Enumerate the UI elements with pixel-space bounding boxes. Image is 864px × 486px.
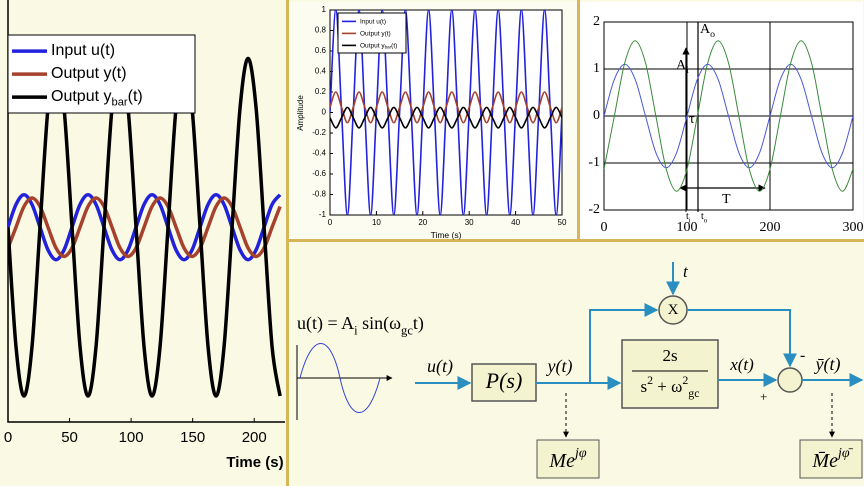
annotation: to bbox=[701, 211, 708, 224]
annotation: Ai bbox=[676, 58, 689, 76]
y-tick-label: 1 bbox=[322, 5, 327, 14]
legend-label: Output ybar(t) bbox=[51, 88, 143, 108]
y-tick-label: 0.6 bbox=[315, 46, 327, 55]
y-tick-label: 0 bbox=[322, 108, 327, 117]
x-tick-label: 300 bbox=[843, 220, 864, 235]
x-axis-label: Time (s) bbox=[431, 230, 462, 240]
x-tick-label: 50 bbox=[61, 429, 78, 446]
signal-label: u(t) bbox=[427, 356, 453, 377]
panel bbox=[580, 2, 863, 239]
x-tick-label: 100 bbox=[677, 220, 698, 235]
y-tick-label: 1 bbox=[593, 61, 600, 76]
series-group bbox=[330, 10, 562, 215]
y-tick-label: -1 bbox=[588, 155, 600, 170]
formula: u(t) = Ai sin(ωgct) bbox=[297, 313, 424, 337]
summer bbox=[777, 367, 803, 393]
signal-line bbox=[589, 303, 659, 383]
block-numerator: 2s bbox=[662, 346, 677, 365]
phasor-label: Mejφ bbox=[548, 446, 586, 471]
x-tick-label: 0 bbox=[4, 429, 12, 446]
y-tick-label: 0.2 bbox=[315, 87, 327, 96]
sign: - bbox=[800, 347, 805, 364]
x-tick-label: 20 bbox=[418, 218, 427, 227]
x-tick-label: 50 bbox=[558, 218, 567, 227]
block-label: P(s) bbox=[485, 368, 523, 393]
signal-label: x(t) bbox=[729, 355, 754, 374]
signal-label: ȳ(t) bbox=[814, 354, 841, 375]
series-line bbox=[330, 10, 562, 215]
x-tick-label: 100 bbox=[119, 429, 144, 446]
annotation-arrows bbox=[679, 22, 766, 212]
x-tick-label: 40 bbox=[511, 218, 520, 227]
block bbox=[621, 339, 719, 409]
x-tick-label: 150 bbox=[180, 429, 205, 446]
legend-label: Output y(t) bbox=[51, 65, 127, 82]
series-line bbox=[604, 63, 853, 169]
x-tick-label: 10 bbox=[372, 218, 381, 227]
annotation: ti bbox=[686, 211, 691, 224]
y-tick-label: -0.4 bbox=[312, 149, 326, 158]
axis-line bbox=[7, 0, 285, 423]
panel-borders bbox=[286, 0, 864, 486]
signal-label: t bbox=[683, 262, 689, 281]
series-line bbox=[330, 106, 562, 129]
legend-box bbox=[337, 12, 407, 54]
y-axis-label: Amplitude bbox=[296, 95, 305, 131]
annotation: Ao bbox=[700, 22, 715, 40]
chart: 0 50 100 150 200 Time (s) Input u(t) Output y(t… bbox=[4, 0, 285, 471]
series-line bbox=[330, 91, 562, 124]
legend-label: Output ybar(t) bbox=[360, 42, 397, 50]
y-tick-label: -0.8 bbox=[312, 190, 326, 199]
signal-label: y(t) bbox=[546, 356, 573, 377]
legend-label: Output y(t) bbox=[360, 30, 391, 37]
y-tick-label: 0 bbox=[593, 108, 600, 123]
y-tick-label: -0.6 bbox=[312, 169, 326, 178]
multiplier-label: X bbox=[668, 302, 679, 318]
sign: + bbox=[760, 389, 767, 404]
y-tick-label: 2 bbox=[593, 14, 600, 29]
phasor-label: M̄ejφ̄ bbox=[811, 446, 853, 471]
legend-label: Input u(t) bbox=[51, 42, 115, 59]
block bbox=[799, 439, 863, 479]
series-group bbox=[604, 40, 853, 192]
x-tick-label: 200 bbox=[760, 220, 781, 235]
x-tick-label: 200 bbox=[242, 429, 267, 446]
y-tick-label: -1 bbox=[319, 210, 327, 219]
block-diagram: u(t) = Ai sin(ωgct) u(t) P(s) y(t) t X 2… bbox=[296, 262, 864, 479]
series-line bbox=[8, 193, 282, 262]
annotation: T bbox=[722, 192, 731, 207]
x-tick-label: 0 bbox=[601, 220, 608, 235]
annotation: τ bbox=[689, 112, 695, 127]
x-axis-label: Time (s) bbox=[226, 454, 283, 471]
sine-sketch bbox=[299, 343, 381, 413]
block bbox=[536, 439, 600, 479]
legend-label: Input u(t) bbox=[360, 18, 386, 25]
y-tick-label: -0.2 bbox=[312, 128, 326, 137]
chart: -2 -1 0 1 2 0 100 200 300 Ao Ai τ Tti to bbox=[588, 14, 863, 235]
block-denominator: s2 + ω2gc bbox=[640, 373, 699, 400]
y-tick-label: 0.8 bbox=[315, 26, 327, 35]
chart: -1-0.8-0.6-0.4-0.200.20.40.60.810 10 20 30 4… bbox=[296, 5, 567, 240]
signal-line bbox=[687, 309, 797, 368]
y-tick-label: 0.4 bbox=[315, 67, 327, 76]
y-tick-label: -2 bbox=[588, 202, 600, 217]
x-tick-label: 0 bbox=[328, 218, 333, 227]
x-tick-label: 30 bbox=[465, 218, 474, 227]
series-line bbox=[604, 40, 853, 192]
